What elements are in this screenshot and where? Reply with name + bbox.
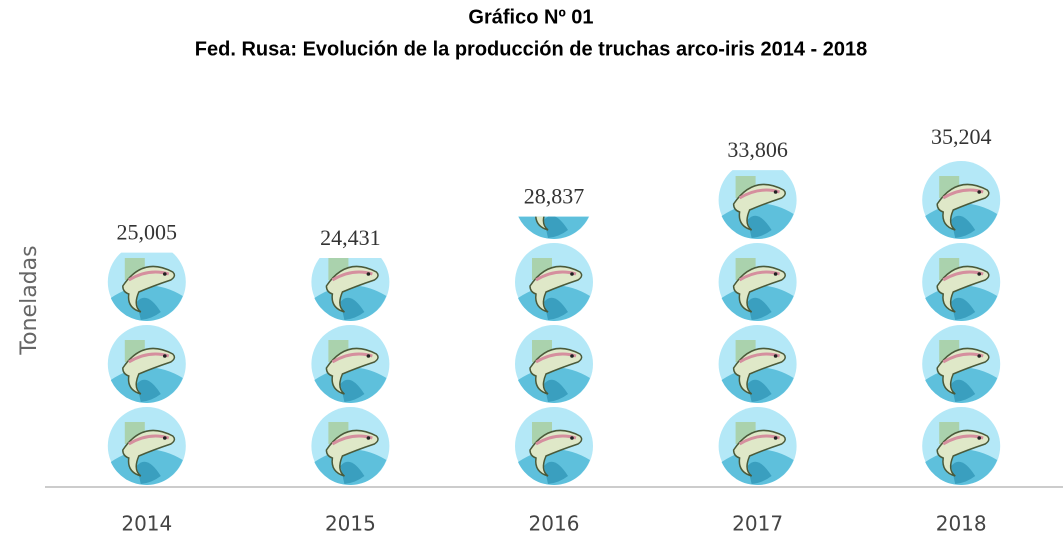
x-tick-label: 2016 — [529, 512, 580, 536]
fish-icon — [515, 325, 593, 403]
bar — [108, 243, 186, 485]
fish-icon — [108, 325, 186, 403]
value-label: 35,204 — [931, 124, 992, 149]
bar — [515, 161, 593, 485]
value-label: 24,431 — [320, 225, 381, 250]
value-label: 33,806 — [727, 137, 788, 162]
chart-subtitle: Fed. Rusa: Evolución de la producción de… — [195, 38, 867, 60]
bar — [719, 161, 797, 485]
fish-icon — [515, 407, 593, 485]
fish-icon — [108, 243, 186, 321]
bar — [311, 243, 389, 485]
y-axis-label: Toneladas — [17, 245, 42, 355]
fish-icon — [108, 407, 186, 485]
fish-icon — [311, 243, 389, 321]
chart-title: Gráfico Nº 01 — [468, 6, 593, 28]
x-tick-label: 2015 — [325, 512, 376, 536]
fish-icon — [719, 407, 797, 485]
fish-icon — [719, 161, 797, 239]
fish-icon — [311, 407, 389, 485]
value-label: 28,837 — [524, 184, 585, 209]
x-tick-label: 2014 — [121, 512, 172, 536]
fish-icon — [719, 243, 797, 321]
x-tick-label: 2018 — [936, 512, 987, 536]
fish-icon — [922, 161, 1000, 239]
fish-icon — [922, 243, 1000, 321]
fish-icon — [719, 325, 797, 403]
value-label: 25,005 — [117, 220, 178, 245]
fish-icon — [311, 325, 389, 403]
chart: Gráfico Nº 01 Fed. Rusa: Evolución de la… — [0, 0, 1063, 538]
x-tick-label: 2017 — [732, 512, 783, 536]
fish-icon — [922, 325, 1000, 403]
fish-icon — [515, 243, 593, 321]
fish-icon — [922, 407, 1000, 485]
